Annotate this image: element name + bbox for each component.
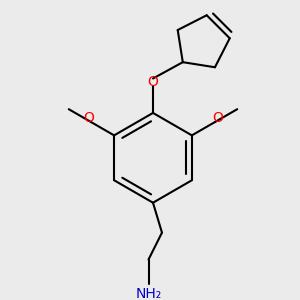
Text: NH₂: NH₂ [135, 287, 162, 300]
Text: O: O [212, 111, 223, 125]
Text: O: O [83, 111, 94, 125]
Text: O: O [148, 75, 158, 89]
